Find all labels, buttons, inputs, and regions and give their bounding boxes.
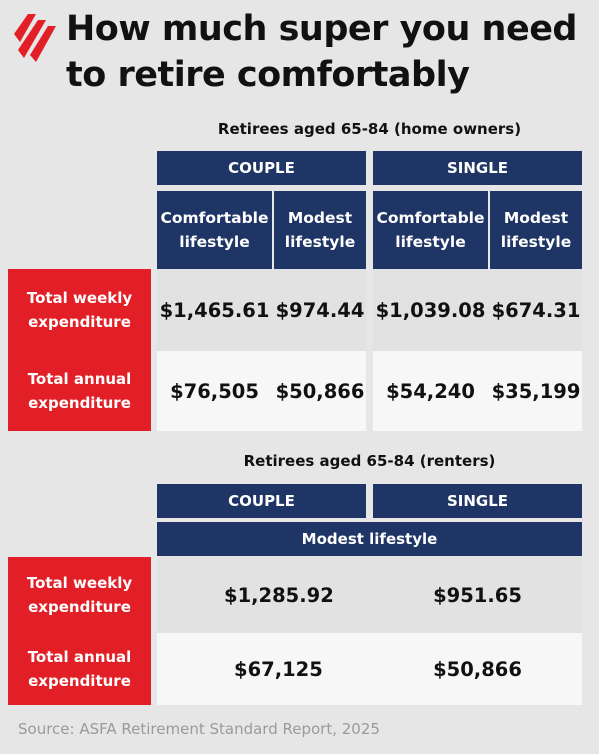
renters-single-header: SINGLE — [373, 484, 582, 518]
page-title: How much super you need to retire comfor… — [66, 9, 578, 95]
owners-couple-header: COUPLE — [157, 151, 366, 185]
renters-weekly-label: Total weekly expenditure — [8, 557, 151, 633]
renters-lifestyle-header: Modest lifestyle — [157, 522, 582, 556]
owners-annual-couple-bg — [157, 351, 366, 431]
owners-annual-single-bg — [373, 351, 582, 431]
owners-single-header: SINGLE — [373, 151, 582, 185]
owners-single-modest-header: Modest lifestyle — [490, 191, 582, 269]
renters-heading: Retirees aged 65-84 (renters) — [243, 452, 496, 470]
sbs-logo-icon — [14, 14, 56, 62]
owners-annual-couple-comfortable: $76,505 — [170, 379, 259, 403]
renters-couple-header: COUPLE — [157, 484, 366, 518]
owners-single-comfortable-header: Comfortable lifestyle — [373, 191, 488, 269]
owners-heading: Retirees aged 65-84 (home owners) — [217, 120, 522, 138]
renters-annual-couple: $67,125 — [157, 633, 582, 705]
renters-annual-label: Total annual expenditure — [8, 633, 151, 705]
owners-annual-single-comfortable: $54,240 — [386, 379, 475, 403]
owners-annual-single-modest: $35,199 — [491, 379, 581, 403]
owners-weekly-couple-modest: $974.44 — [275, 298, 365, 322]
source-note: Source: ASFA Retirement Standard Report,… — [18, 720, 380, 738]
owners-weekly-single-bg — [373, 269, 582, 351]
owners-weekly-label: Total weekly expenditure — [8, 269, 151, 351]
owners-annual-label: Total annual expenditure — [8, 351, 151, 431]
owners-weekly-single-comfortable: $1,039.08 — [375, 298, 486, 322]
owners-annual-couple-modest: $50,866 — [275, 379, 365, 403]
owners-weekly-single-modest: $674.31 — [491, 298, 581, 322]
owners-couple-modest-header: Modest lifestyle — [274, 191, 366, 269]
owners-weekly-couple-comfortable: $1,465.61 — [159, 298, 270, 322]
owners-couple-comfortable-header: Comfortable lifestyle — [157, 191, 272, 269]
renters-weekly-single: $951.65 — [433, 583, 522, 607]
owners-weekly-couple-bg — [157, 269, 366, 351]
renters-weekly-couple: $1,285.92 — [157, 557, 582, 633]
renters-annual-single: $50,866 — [433, 657, 522, 681]
